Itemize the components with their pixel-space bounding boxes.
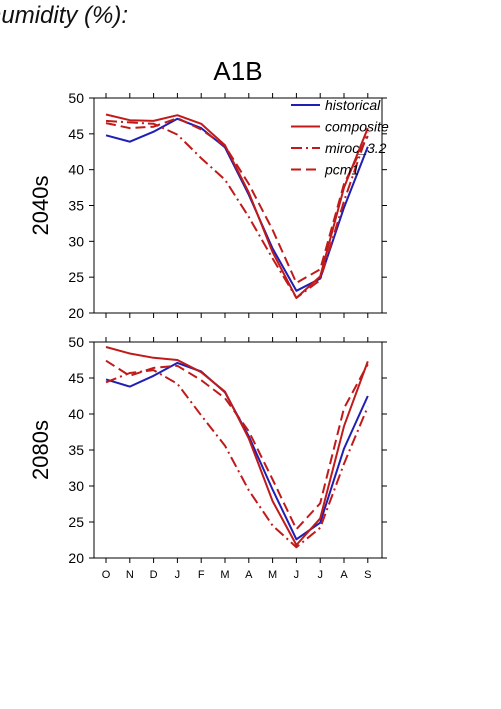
series-line-historical (105, 361, 369, 541)
y-tick-label: 50 (68, 334, 84, 350)
y-tick-label: 35 (68, 442, 84, 458)
y-tick-label: 50 (68, 90, 84, 106)
y-tick-label: 20 (68, 305, 84, 321)
x-tick-label: J (175, 569, 181, 581)
x-tick-label: O (102, 569, 111, 581)
panel-2: 20 25 30 35 40 45 50 O N D J F M A M J J A S 2080s (28, 334, 387, 581)
y-tick-label: 45 (68, 370, 84, 386)
series-line-composite (105, 346, 369, 546)
chart-panels: 20 25 30 35 40 45 50 2040s 20 25 30 35 40 45 50 O N D J F M A… (28, 90, 387, 581)
chart-legend: historical composite miroc_3.2 pcm1 (291, 97, 389, 178)
y-tick-label: 45 (68, 126, 84, 142)
y-tick-label: 20 (68, 550, 84, 566)
y-tick-label: 25 (68, 514, 84, 530)
panel-ylabel: 2040s (28, 176, 53, 236)
y-tick-label: 30 (68, 233, 84, 249)
x-tick-label: J (317, 569, 323, 581)
y-tick-label: 25 (68, 269, 84, 285)
x-tick-label: N (126, 569, 134, 581)
y-tick-label: 30 (68, 478, 84, 494)
x-tick-label: J (294, 569, 300, 581)
panel-1: 20 25 30 35 40 45 50 2040s (28, 90, 387, 321)
x-tick-label: S (364, 569, 371, 581)
y-tick-label: 40 (68, 406, 84, 422)
x-tick-label: F (198, 569, 205, 581)
legend-label: historical (325, 97, 381, 113)
series-line-composite (105, 113, 369, 299)
x-tick-label: M (220, 569, 229, 581)
legend-label: pcm1 (324, 162, 359, 178)
x-tick-label: A (245, 569, 253, 581)
legend-label: miroc_3.2 (325, 140, 387, 156)
y-tick-label: 35 (68, 198, 84, 214)
series-line-pcm1 (105, 117, 369, 284)
x-tick-label: M (268, 569, 277, 581)
y-tick-label: 40 (68, 162, 84, 178)
legend-label: composite (325, 119, 389, 135)
chart-title: A1B (213, 56, 262, 86)
panel-ylabel: 2080s (28, 420, 53, 480)
series-line-miroc-3-2 (105, 119, 369, 299)
series-line-miroc-3-2 (105, 369, 369, 549)
x-tick-label: D (150, 569, 158, 581)
x-tick-label: A (340, 569, 348, 581)
figure-header-text: humidity (%): (0, 2, 129, 29)
series-line-pcm1 (105, 359, 369, 531)
